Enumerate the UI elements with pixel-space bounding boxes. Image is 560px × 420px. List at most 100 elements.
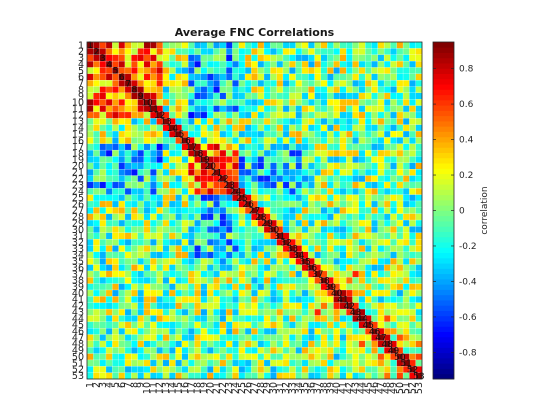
heatmap-cell (358, 130, 366, 138)
heatmap-cell (333, 175, 341, 183)
heatmap-cell (364, 264, 372, 272)
heatmap-cell (346, 169, 353, 176)
heatmap-cell (364, 41, 372, 49)
heatmap-cell (105, 111, 113, 119)
diagonal-label: 6 (119, 73, 125, 83)
heatmap-cell (99, 118, 107, 126)
heatmap-cell (358, 54, 366, 62)
colorbar-segment (433, 57, 454, 64)
heatmap-cell (383, 181, 391, 189)
heatmap-cell (124, 302, 132, 310)
heatmap-cell (409, 232, 417, 240)
diagonal-label: 36 (306, 264, 318, 274)
heatmap-cell (156, 213, 164, 221)
y-tick-label: 29 (72, 218, 84, 229)
heatmap-cell (327, 143, 334, 151)
heatmap-cell (175, 283, 183, 291)
heatmap-cell (339, 105, 347, 113)
heatmap-cell (112, 207, 120, 215)
heatmap-cell (169, 162, 176, 170)
heatmap-cell (181, 226, 189, 234)
heatmap-cell (188, 86, 195, 94)
x-tick-label: 52 (408, 382, 419, 394)
heatmap-cell (295, 175, 303, 183)
x-tick-label: 12 (155, 382, 166, 394)
heatmap-cell (308, 124, 315, 132)
heatmap-cell (175, 302, 183, 310)
heatmap-cell (219, 86, 227, 94)
heatmap-cell (219, 73, 227, 81)
heatmap-cell (415, 283, 423, 291)
heatmap-cell (402, 207, 410, 215)
heatmap-cell (390, 54, 398, 62)
heatmap-cell (276, 41, 284, 49)
heatmap-cell (206, 92, 214, 100)
heatmap-cell (263, 181, 271, 189)
colorbar-segment (433, 336, 454, 343)
heatmap-cell (402, 264, 410, 272)
heatmap-cell (270, 130, 278, 138)
colorbar-segment (433, 152, 454, 159)
heatmap-cell (383, 54, 391, 62)
heatmap-cell (327, 86, 334, 94)
heatmap-cell (390, 143, 398, 151)
heatmap-cell (112, 92, 120, 100)
heatmap-cell (156, 188, 164, 196)
heatmap-cell (364, 48, 372, 56)
heatmap-cell (137, 124, 145, 132)
heatmap-cell (358, 283, 366, 291)
heatmap-cell (118, 258, 126, 265)
heatmap-cell (181, 366, 189, 374)
heatmap-cell (320, 194, 328, 202)
heatmap-cell (99, 105, 107, 113)
heatmap-cell (112, 111, 120, 119)
heatmap-cell (219, 137, 227, 145)
heatmap-cell (371, 181, 379, 189)
heatmap-cell (282, 296, 290, 304)
heatmap-cell (320, 340, 328, 348)
heatmap-cell (339, 124, 347, 132)
heatmap-cell (105, 328, 113, 335)
heatmap-cell (263, 347, 271, 354)
heatmap-cell (301, 54, 309, 62)
heatmap-cell (206, 226, 214, 234)
heatmap-cell (137, 175, 145, 183)
heatmap-cell (270, 175, 278, 183)
heatmap-cell (219, 48, 227, 56)
heatmap-cell (137, 67, 145, 75)
heatmap-cell (333, 328, 341, 335)
heatmap-cell (364, 277, 372, 285)
heatmap-cell (270, 54, 278, 62)
heatmap-cell (112, 137, 120, 145)
heatmap-cell (105, 162, 113, 170)
heatmap-cell (188, 270, 195, 278)
colorbar-tick-label: 0 (459, 207, 465, 217)
heatmap-cell (346, 245, 353, 253)
heatmap-cell (137, 111, 145, 119)
heatmap-cell (188, 321, 195, 329)
heatmap-cell (150, 213, 157, 221)
colorbar-segment (433, 199, 454, 206)
heatmap-cell (308, 353, 315, 361)
heatmap-cell (358, 245, 366, 253)
heatmap-cell (150, 302, 157, 310)
heatmap-cell (314, 124, 322, 132)
colorbar-segment (433, 284, 454, 290)
heatmap-cell (251, 99, 259, 107)
heatmap-cell (327, 41, 334, 49)
heatmap-cell (263, 92, 271, 100)
heatmap-cell (282, 169, 290, 176)
heatmap-cell (238, 219, 246, 227)
colorbar-tick-label: -0.2 (459, 242, 477, 252)
heatmap-cell (295, 41, 303, 49)
heatmap-cell (415, 48, 423, 56)
heatmap-cell (131, 296, 138, 304)
heatmap-cell (251, 283, 259, 291)
heatmap-cell (295, 347, 303, 354)
heatmap-cell (346, 181, 353, 189)
heatmap-cell (358, 226, 366, 234)
heatmap-cell (219, 60, 227, 68)
heatmap-cell (270, 80, 278, 87)
heatmap-cell (181, 80, 189, 87)
heatmap-cell (156, 353, 164, 361)
